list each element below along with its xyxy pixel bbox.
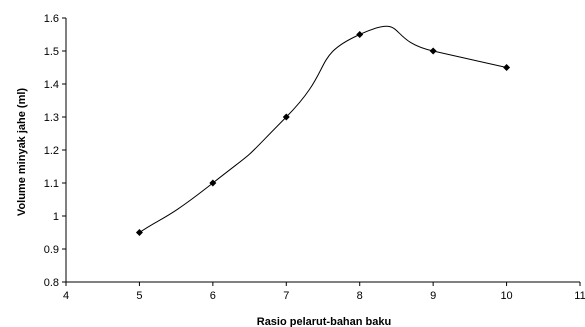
y-tick-label: 0.8	[44, 277, 59, 289]
data-point	[503, 64, 511, 71]
y-tick-label: 1.6	[44, 13, 59, 25]
x-tick-label: 8	[357, 290, 363, 302]
data-point	[209, 179, 217, 187]
x-tick-label: 4	[63, 290, 69, 302]
data-point	[135, 229, 143, 236]
y-axis-ticks: 0.8 0.9 1 1.1 1.2 1.3 1.4 1.5 1.6	[44, 13, 66, 289]
x-tick-label: 7	[283, 290, 289, 302]
y-tick-label: 1.1	[44, 178, 59, 190]
y-tick-label: 1.4	[44, 79, 59, 91]
series-line	[139, 25, 507, 233]
x-tick-label: 6	[210, 290, 216, 302]
data-point	[356, 31, 364, 38]
y-axis-title: Volume minyak jahe (ml)	[16, 88, 28, 217]
data-point	[429, 47, 437, 55]
x-tick-label: 5	[136, 290, 142, 302]
y-tick-label: 0.9	[44, 244, 59, 256]
x-tick-label: 11	[574, 290, 585, 302]
x-axis-ticks: 4 5 6 7 8 9 10 11	[63, 282, 585, 302]
plot-area	[135, 25, 511, 236]
x-axis-title: Rasio pelarut-bahan baku	[257, 316, 391, 327]
y-tick-label: 1.5	[44, 46, 59, 58]
x-tick-label: 10	[500, 290, 512, 302]
x-tick-label: 9	[430, 290, 436, 302]
y-tick-label: 1	[53, 211, 59, 223]
data-point	[282, 113, 290, 121]
y-tick-label: 1.2	[44, 145, 59, 157]
y-tick-label: 1.3	[44, 112, 59, 124]
